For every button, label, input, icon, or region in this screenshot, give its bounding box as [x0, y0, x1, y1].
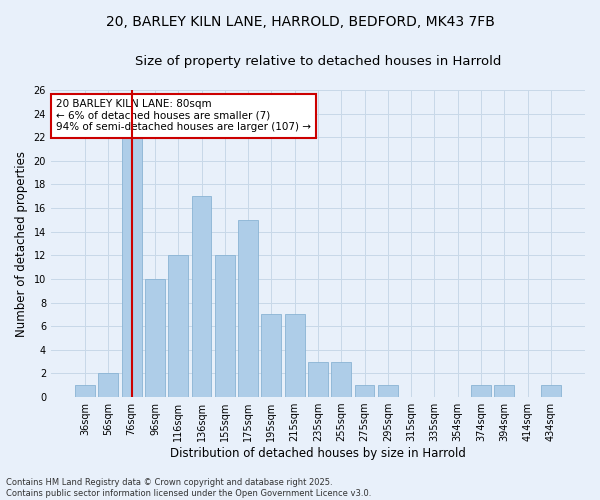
Bar [98, 374, 118, 397]
Bar [541, 386, 561, 397]
Title: Size of property relative to detached houses in Harrold: Size of property relative to detached ho… [135, 55, 501, 68]
Bar [169, 256, 188, 397]
Bar [331, 362, 351, 397]
Bar [122, 137, 142, 397]
Bar [75, 386, 95, 397]
Bar [215, 256, 235, 397]
Bar [262, 314, 281, 397]
Bar [191, 196, 211, 397]
Bar [238, 220, 258, 397]
Text: 20 BARLEY KILN LANE: 80sqm
← 6% of detached houses are smaller (7)
94% of semi-d: 20 BARLEY KILN LANE: 80sqm ← 6% of detac… [56, 99, 311, 132]
Bar [471, 386, 491, 397]
Bar [494, 386, 514, 397]
Bar [308, 362, 328, 397]
Text: 20, BARLEY KILN LANE, HARROLD, BEDFORD, MK43 7FB: 20, BARLEY KILN LANE, HARROLD, BEDFORD, … [106, 15, 494, 29]
Y-axis label: Number of detached properties: Number of detached properties [15, 150, 28, 336]
Bar [355, 386, 374, 397]
X-axis label: Distribution of detached houses by size in Harrold: Distribution of detached houses by size … [170, 447, 466, 460]
Text: Contains HM Land Registry data © Crown copyright and database right 2025.
Contai: Contains HM Land Registry data © Crown c… [6, 478, 371, 498]
Bar [378, 386, 398, 397]
Bar [285, 314, 305, 397]
Bar [145, 279, 165, 397]
